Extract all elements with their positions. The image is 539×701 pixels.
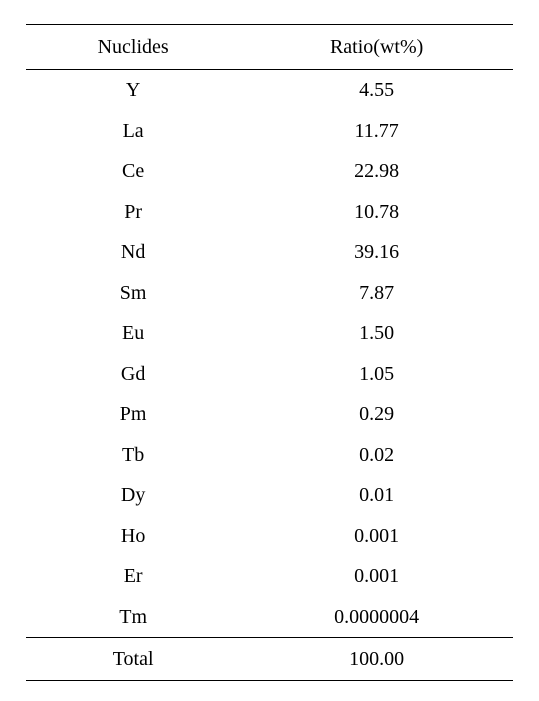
table-row: Tb 0.02 bbox=[26, 435, 513, 476]
cell-ratio: 22.98 bbox=[240, 151, 513, 192]
table-head: Nuclides Ratio(wt%) bbox=[26, 25, 513, 70]
table-row: Er 0.001 bbox=[26, 556, 513, 597]
nuclide-ratio-table: Nuclides Ratio(wt%) Y 4.55 La 11.77 Ce 2… bbox=[26, 24, 513, 681]
table-row: Gd 1.05 bbox=[26, 354, 513, 395]
table-row: Pm 0.29 bbox=[26, 394, 513, 435]
cell-ratio: 0.0000004 bbox=[240, 597, 513, 638]
cell-nuclide: Pr bbox=[26, 192, 240, 233]
cell-nuclide: Gd bbox=[26, 354, 240, 395]
cell-ratio: 39.16 bbox=[240, 232, 513, 273]
cell-ratio: 7.87 bbox=[240, 273, 513, 314]
cell-ratio: 10.78 bbox=[240, 192, 513, 233]
cell-nuclide: La bbox=[26, 111, 240, 152]
table-foot: Total 100.00 bbox=[26, 638, 513, 681]
table-row: Tm 0.0000004 bbox=[26, 597, 513, 638]
table-row: Ce 22.98 bbox=[26, 151, 513, 192]
table-row: Nd 39.16 bbox=[26, 232, 513, 273]
col-header-ratio: Ratio(wt%) bbox=[240, 25, 513, 70]
table-row: Dy 0.01 bbox=[26, 475, 513, 516]
footer-label: Total bbox=[26, 638, 240, 681]
table-row: Sm 7.87 bbox=[26, 273, 513, 314]
table-row: Pr 10.78 bbox=[26, 192, 513, 233]
footer-total: 100.00 bbox=[240, 638, 513, 681]
cell-ratio: 1.05 bbox=[240, 354, 513, 395]
cell-nuclide: Tm bbox=[26, 597, 240, 638]
table-header-row: Nuclides Ratio(wt%) bbox=[26, 25, 513, 70]
cell-ratio: 0.001 bbox=[240, 556, 513, 597]
cell-nuclide: Ho bbox=[26, 516, 240, 557]
cell-nuclide: Ce bbox=[26, 151, 240, 192]
table-row: Ho 0.001 bbox=[26, 516, 513, 557]
cell-nuclide: Nd bbox=[26, 232, 240, 273]
table-footer-row: Total 100.00 bbox=[26, 638, 513, 681]
table-row: La 11.77 bbox=[26, 111, 513, 152]
cell-nuclide: Tb bbox=[26, 435, 240, 476]
cell-ratio: 4.55 bbox=[240, 70, 513, 111]
table-row: Y 4.55 bbox=[26, 70, 513, 111]
col-header-nuclides: Nuclides bbox=[26, 25, 240, 70]
table-body: Y 4.55 La 11.77 Ce 22.98 Pr 10.78 Nd 39.… bbox=[26, 70, 513, 638]
cell-nuclide: Pm bbox=[26, 394, 240, 435]
cell-ratio: 0.02 bbox=[240, 435, 513, 476]
cell-nuclide: Sm bbox=[26, 273, 240, 314]
cell-nuclide: Dy bbox=[26, 475, 240, 516]
cell-ratio: 11.77 bbox=[240, 111, 513, 152]
cell-nuclide: Y bbox=[26, 70, 240, 111]
table-container: Nuclides Ratio(wt%) Y 4.55 La 11.77 Ce 2… bbox=[0, 0, 539, 701]
cell-nuclide: Er bbox=[26, 556, 240, 597]
cell-nuclide: Eu bbox=[26, 313, 240, 354]
table-row: Eu 1.50 bbox=[26, 313, 513, 354]
cell-ratio: 1.50 bbox=[240, 313, 513, 354]
cell-ratio: 0.29 bbox=[240, 394, 513, 435]
cell-ratio: 0.001 bbox=[240, 516, 513, 557]
cell-ratio: 0.01 bbox=[240, 475, 513, 516]
